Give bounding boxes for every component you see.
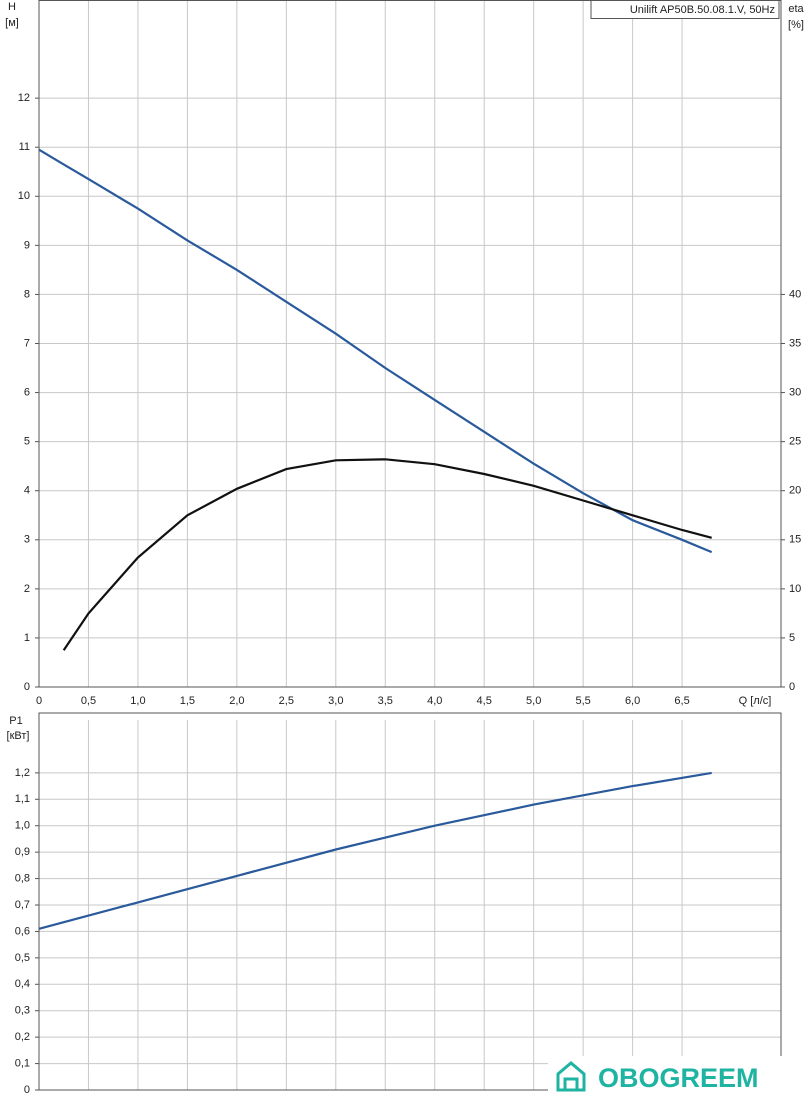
x-tick-label: 2,5 <box>279 695 294 707</box>
y2-tick-label: 25 <box>789 436 801 448</box>
x-tick-label: 3,0 <box>328 695 343 707</box>
top-plot-frame <box>38 0 782 688</box>
y2-tick-label: 30 <box>789 386 801 398</box>
y-tick-label: 6 <box>24 386 30 398</box>
x-tick-label: 2,0 <box>229 695 244 707</box>
y-tick-label: 1,1 <box>15 793 30 805</box>
y-tick-label: 0,4 <box>15 978 30 990</box>
y-tick-label: 0,5 <box>15 952 30 964</box>
y-tick-label: 0,7 <box>15 899 30 911</box>
y2-tick-label: 10 <box>789 583 801 595</box>
series-line <box>62 458 712 651</box>
y2-axis-unit: [%] <box>788 19 804 31</box>
x-tick-label: 3,5 <box>378 695 393 707</box>
y-tick-label: 3 <box>24 534 30 546</box>
y-tick-label: 11 <box>19 141 30 153</box>
y-tick-label: 4 <box>24 485 30 497</box>
y-tick-label: 9 <box>24 239 30 251</box>
y-tick-label: 0,2 <box>15 1031 30 1043</box>
y2-tick-label: 5 <box>789 632 795 644</box>
y-tick-label: 0,9 <box>15 846 30 858</box>
title-box <box>590 0 780 19</box>
watermark: OBOGREEM <box>548 1056 798 1100</box>
y-tick-label: 1,0 <box>15 820 30 832</box>
watermark-bg <box>548 1056 798 1100</box>
y-tick-label: 2 <box>24 583 30 595</box>
y2-tick-label: 35 <box>789 337 801 349</box>
y2-tick-label: 40 <box>789 288 801 300</box>
x-tick-label: 1,5 <box>180 695 195 707</box>
x-tick-label: 4,0 <box>427 695 442 707</box>
watermark-text: OBOGREEM <box>598 1063 759 1093</box>
x-tick-label: 0 <box>36 695 42 707</box>
y-tick-label: 12 <box>18 92 30 104</box>
y-axis-label: H <box>8 1 16 13</box>
y-tick-label: 0,3 <box>15 1005 30 1017</box>
y-axis-label: P1 <box>9 715 22 727</box>
y-axis-unit: [кВт] <box>7 730 30 742</box>
y2-tick-label: 0 <box>789 681 795 693</box>
y-tick-label: 10 <box>18 190 30 202</box>
y-tick-label: 0,1 <box>15 1057 30 1069</box>
x-tick-label: 4,5 <box>477 695 492 707</box>
y2-tick-label: 15 <box>789 534 801 546</box>
y-tick-label: 5 <box>24 436 30 448</box>
y-tick-label: 8 <box>24 288 30 300</box>
series-line <box>38 148 713 554</box>
y-tick-label: 7 <box>24 337 30 349</box>
y-tick-label: 0,6 <box>15 925 30 937</box>
x-tick-label: 5,0 <box>526 695 541 707</box>
y-tick-label: 0,8 <box>15 872 30 884</box>
y2-axis-label: eta <box>788 3 804 15</box>
x-tick-label: 5,5 <box>575 695 590 707</box>
y-axis-unit: [м] <box>5 17 19 29</box>
series-line <box>38 771 712 930</box>
x-tick-label: 0,5 <box>81 695 96 707</box>
y-tick-label: 0 <box>24 681 30 693</box>
chart-title: Unilift AP50B.50.08.1.V, 50Hz <box>630 4 775 16</box>
y-tick-label: 0 <box>24 1084 30 1096</box>
x-tick-label: 6,5 <box>674 695 689 707</box>
y-tick-label: 1,2 <box>15 767 30 779</box>
bottom-plot-frame <box>38 712 782 1091</box>
y2-tick-label: 20 <box>789 485 801 497</box>
x-tick-label: 6,0 <box>625 695 640 707</box>
x-axis-label: Q [л/с] <box>739 695 772 707</box>
y-tick-label: 1 <box>24 632 30 644</box>
watermark-icon <box>556 1061 586 1092</box>
x-tick-label: 1,0 <box>130 695 145 707</box>
